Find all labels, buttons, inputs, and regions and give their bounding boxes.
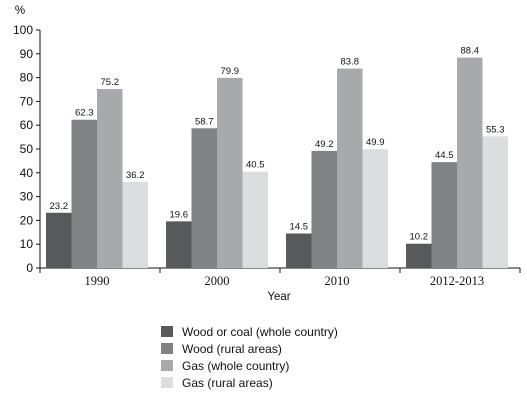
- x-tick-label: 2000: [205, 274, 230, 288]
- y-tick-label: 0: [26, 261, 33, 275]
- y-tick-label: 30: [20, 190, 34, 204]
- bar: [482, 136, 508, 268]
- data-label: 62.3: [75, 108, 94, 119]
- bar: [97, 89, 123, 268]
- data-label: 19.6: [170, 209, 189, 220]
- x-tick-label: 1990: [85, 274, 110, 288]
- y-tick-label: 40: [20, 166, 34, 180]
- bar: [431, 162, 457, 268]
- bar: [71, 119, 97, 268]
- y-tick-label: 20: [20, 213, 34, 227]
- bar: [191, 128, 217, 268]
- data-label: 83.8: [341, 57, 360, 68]
- data-label: 88.4: [461, 46, 480, 57]
- legend-label: Wood or coal (whole country): [182, 325, 338, 339]
- y-tick-label: 10: [20, 237, 34, 251]
- data-label: 10.2: [410, 232, 429, 243]
- data-label: 23.2: [50, 201, 69, 212]
- legend: Wood or coal (whole country) Wood (rural …: [161, 325, 338, 390]
- data-label: 44.5: [435, 150, 454, 161]
- bar: [286, 233, 312, 268]
- plot-area: 0 10 20 30 40 50 60 70 80 90 100 23.2 62.3 75.2 36.2 19…: [13, 23, 521, 288]
- x-tick-label: 2010: [325, 274, 350, 288]
- y-tick-label: 50: [20, 142, 34, 156]
- data-label: 14.5: [290, 221, 309, 232]
- legend-swatch: [161, 343, 173, 354]
- bar: [457, 57, 483, 268]
- x-tick-label: 2012-2013: [430, 274, 484, 288]
- bar: [122, 181, 148, 268]
- legend-swatch: [161, 377, 173, 388]
- legend-swatch: [161, 326, 173, 337]
- y-axis-title: %: [15, 5, 25, 17]
- bar: [46, 212, 72, 268]
- bar: [217, 77, 243, 268]
- data-label: 36.2: [126, 170, 145, 181]
- legend-label: Wood (rural areas): [182, 342, 282, 356]
- bar: [242, 171, 268, 268]
- data-label: 49.9: [366, 137, 385, 148]
- bar: [337, 68, 363, 268]
- y-tick-label: 80: [20, 71, 34, 85]
- data-label: 79.9: [221, 66, 240, 77]
- data-label: 55.3: [486, 124, 505, 135]
- data-label: 40.5: [246, 160, 265, 171]
- legend-label: Gas (whole country): [182, 359, 289, 373]
- bar: [362, 149, 388, 268]
- bar: [166, 221, 192, 268]
- data-label: 58.7: [195, 116, 214, 127]
- bar: [311, 150, 337, 268]
- bar: [406, 243, 432, 268]
- data-label: 75.2: [101, 77, 120, 88]
- y-tick-label: 100: [13, 23, 33, 37]
- y-tick-label: 60: [20, 118, 34, 132]
- legend-label: Gas (rural areas): [182, 376, 273, 390]
- x-axis-title: Year: [267, 291, 290, 303]
- data-label: 49.2: [315, 139, 334, 150]
- legend-swatch: [161, 360, 173, 371]
- y-tick-label: 90: [20, 47, 34, 61]
- y-tick-label: 70: [20, 94, 34, 108]
